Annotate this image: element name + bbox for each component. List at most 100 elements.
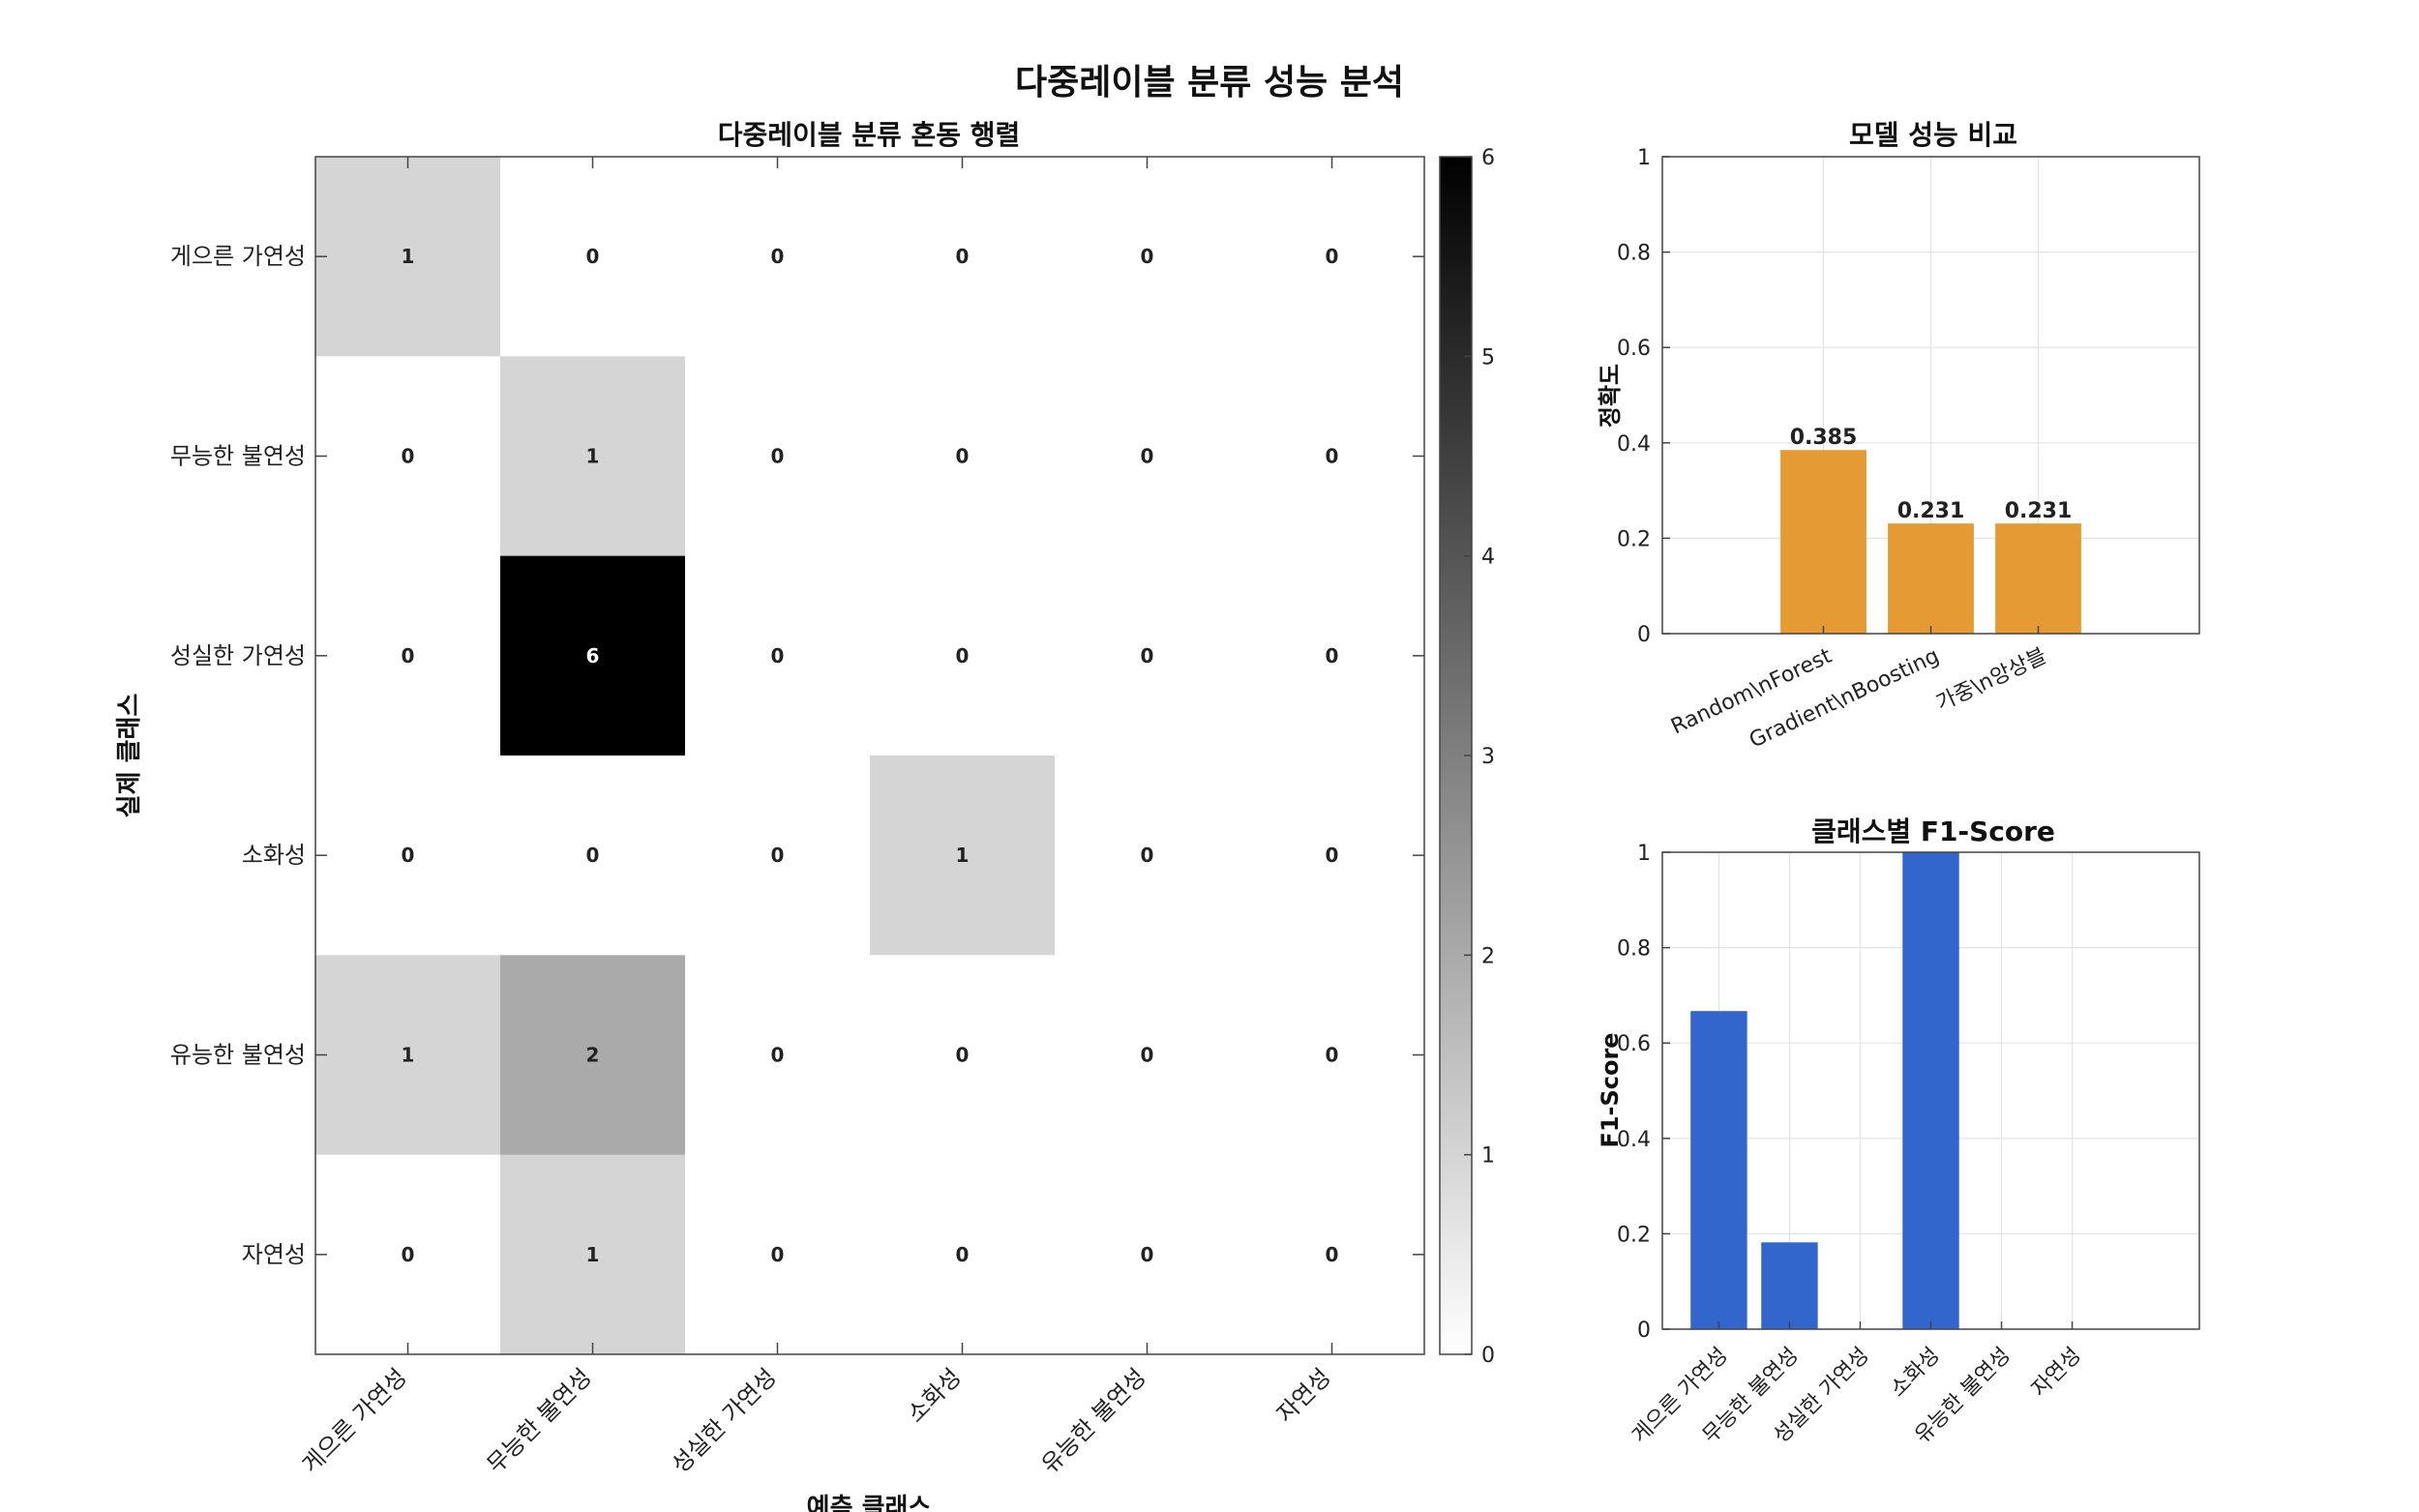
- heatmap-cell: [870, 555, 1056, 756]
- heatmap-cell: [500, 356, 686, 557]
- heatmap-cell: [1055, 955, 1240, 1156]
- heatmap-cell: [685, 157, 871, 357]
- heatmap-cell: [685, 1154, 871, 1355]
- heatmap-cell-value: 0: [1141, 245, 1154, 268]
- colorbar-tick-label: 1: [1481, 1144, 1495, 1169]
- heatmap-cell: [1239, 955, 1425, 1156]
- colorbar-ticks: 0 1 2 3 4 5 6: [1464, 146, 1495, 1368]
- colorbar-tick-label: 6: [1481, 146, 1495, 170]
- y-tick-label: 소화성: [242, 842, 306, 869]
- bar: [1995, 523, 2081, 634]
- x-tick-label: 자연성: [2027, 1344, 2086, 1403]
- heatmap-cell: [870, 955, 1056, 1156]
- x-tick-label: 자연성: [1271, 1363, 1336, 1428]
- heatmap-cell-value: 0: [586, 245, 600, 268]
- heatmap-cell: [1055, 356, 1240, 557]
- bar-value-label: 0.385: [1790, 426, 1858, 450]
- heatmap-cell-value: 0: [402, 844, 415, 867]
- colorbar-tick-label: 5: [1481, 345, 1495, 370]
- heatmap-cell-value: 1: [586, 1243, 600, 1266]
- x-tick-label: Gradient\nBoosting: [1746, 644, 1943, 754]
- y-tick-label: 1: [1637, 146, 1651, 170]
- y-tick-label: 0.4: [1617, 432, 1651, 457]
- y-tick-label: 0.2: [1617, 1223, 1651, 1247]
- heatmap-cell-value: 0: [956, 245, 970, 268]
- x-tick-label: 유능한 불연성: [1036, 1363, 1151, 1478]
- colorbar-tick-label: 0: [1481, 1344, 1495, 1368]
- heatmap-cell: [315, 157, 501, 357]
- heatmap-cell-value: 0: [956, 644, 970, 667]
- heatmap-cell-value: 0: [956, 1243, 970, 1266]
- heatmap-cell: [1239, 356, 1425, 557]
- heatmap-cell: [1055, 1154, 1240, 1355]
- heatmap-cell: [1239, 756, 1425, 956]
- heatmap-cell: [685, 356, 871, 557]
- confusion-matrix-frame: [314, 156, 1425, 1355]
- heatmap-cell-value: 6: [586, 644, 600, 667]
- heatmap-cell-value: 0: [771, 245, 785, 268]
- heatmap-cell-value: 0: [1141, 1243, 1154, 1266]
- heatmap-cell: [500, 157, 686, 357]
- heatmap-cell: [870, 1154, 1056, 1355]
- y-tick-label: 0.6: [1617, 1032, 1651, 1056]
- x-tick-label: 게으른 가연성: [297, 1363, 412, 1478]
- heatmap-cell: [1239, 555, 1425, 756]
- plot-frame: [1661, 156, 2200, 635]
- heatmap-cell: [500, 555, 686, 756]
- heatmap-cell-value: 1: [956, 844, 970, 867]
- heatmap-cell: [500, 1154, 686, 1355]
- heatmap-cell-value: 1: [402, 245, 415, 268]
- x-tick-label: 무능한 불연성: [482, 1363, 597, 1478]
- bar: [1761, 1242, 1818, 1329]
- heatmap-cell: [685, 756, 871, 956]
- heatmap-cell: [1055, 157, 1240, 357]
- bar: [1888, 523, 1974, 634]
- heatmap-cell-value: 0: [402, 1243, 415, 1266]
- heatmap-cell-value: 0: [1326, 1044, 1339, 1067]
- y-tick-label: 무능한 불연성: [170, 443, 306, 470]
- confusion-y-axis-label: 실제 클래스: [115, 694, 144, 818]
- heatmap-cell-value: 0: [771, 844, 785, 867]
- colorbar-tick-label: 3: [1481, 745, 1495, 769]
- y-tick-label: 0.6: [1617, 337, 1651, 361]
- heatmap-cell: [1055, 756, 1240, 956]
- x-tick-label: 성실한 가연성: [667, 1363, 782, 1478]
- bar-value-label: 0.231: [2005, 499, 2073, 523]
- heatmap-cell: [870, 356, 1056, 557]
- x-tick-label: 가중\n앙상블: [1932, 644, 2050, 716]
- heatmap-cell-value: 1: [402, 1044, 415, 1067]
- y-tick-label: 0: [1637, 623, 1651, 647]
- heatmap-cell: [870, 157, 1056, 357]
- heatmap-cell: [1239, 1154, 1425, 1355]
- heatmap-cell: [315, 756, 501, 956]
- y-tick-label: 0.2: [1617, 527, 1651, 551]
- heatmap-cell-value: 0: [402, 644, 415, 667]
- heatmap-cell: [500, 955, 686, 1156]
- heatmap-cell-value: 0: [1141, 644, 1154, 667]
- y-tick-label: 1: [1637, 842, 1651, 866]
- heatmap-cell-value: 0: [1141, 1044, 1154, 1067]
- x-tick-label: 소화성: [1886, 1344, 1945, 1403]
- bar: [1780, 450, 1867, 634]
- heatmap-cell-value: 0: [1326, 245, 1339, 268]
- confusion-matrix-panel: 다중레이블 분류 혼동 행렬 1 0 0 0 0 00 1 0 0 0 00 6 0 0 0 00 0 0 1 0 01…: [115, 119, 1425, 1512]
- y-tick-label: 자연성: [242, 1241, 306, 1268]
- x-tick-label: 소화성: [902, 1363, 967, 1428]
- heatmap-cell-value: 0: [771, 1243, 785, 1266]
- heatmap-cell-value: 0: [956, 1044, 970, 1067]
- heatmap-cell: [685, 955, 871, 1156]
- y-tick-label: 0: [1637, 1319, 1651, 1343]
- heatmap-cell-value: 0: [1326, 844, 1339, 867]
- model-bar-chart: 00.20.40.60.810.385Random\nForest0.231Gr…: [1617, 146, 2200, 754]
- heatmap-cell: [500, 756, 686, 956]
- confusion-x-axis-label: 예측 클래스: [807, 1494, 932, 1512]
- plot-frame: [1661, 851, 2200, 1330]
- heatmap-cell-value: 0: [402, 445, 415, 468]
- model-performance-panel: 모델 성능 비교 00.20.40.60.810.385Random\nFore…: [1597, 119, 2200, 754]
- figure-title: 다중레이블 분류 성능 분석: [1015, 63, 1404, 103]
- heatmap-cell-value: 0: [1141, 844, 1154, 867]
- y-tick-label: 0.8: [1617, 937, 1651, 962]
- y-tick-label: 0.4: [1617, 1128, 1651, 1152]
- heatmap-cell-value: 0: [586, 844, 600, 867]
